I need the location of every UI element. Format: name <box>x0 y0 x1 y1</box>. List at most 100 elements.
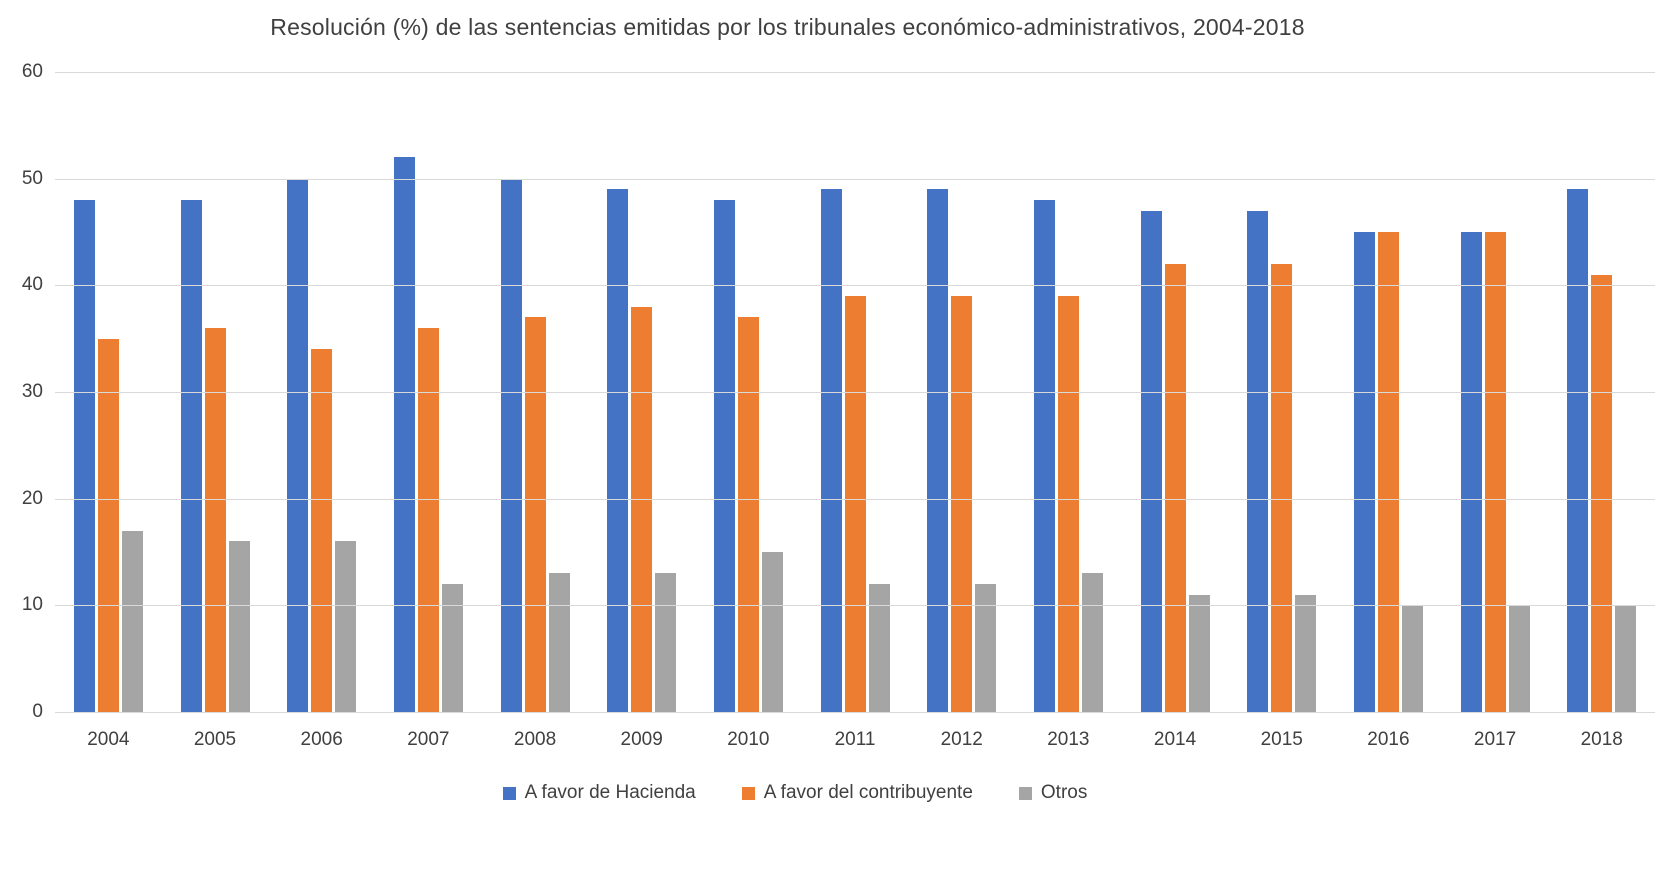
x-axis-label: 2018 <box>1580 729 1623 750</box>
legend-item: A favor de Hacienda <box>502 782 696 804</box>
x-axis-label: 2013 <box>1047 729 1090 750</box>
gridline <box>55 712 1655 713</box>
x-axis-label: 2005 <box>193 729 237 750</box>
bar-a-favor-del-contribuyente <box>1377 232 1399 712</box>
bar-group <box>1335 72 1442 712</box>
bar-group <box>1015 72 1122 712</box>
plot-area: 0 10 20 30 40 50 60 <box>22 61 1655 722</box>
bar-a-favor-de-hacienda <box>820 189 842 712</box>
legend-swatch <box>741 786 755 800</box>
bar-a-favor-del-contribuyente <box>97 338 119 712</box>
x-axis-label: 2015 <box>1260 729 1303 750</box>
y-tick-label: 50 <box>21 167 43 189</box>
bar-a-favor-del-contribuyente <box>1484 232 1506 712</box>
bar-otros <box>868 584 890 712</box>
bar-a-favor-de-hacienda <box>1353 232 1375 712</box>
gridline <box>55 178 1655 180</box>
bar-otros <box>655 573 677 712</box>
bar-group <box>695 72 802 712</box>
bar-otros <box>975 584 997 712</box>
bar-a-favor-de-hacienda <box>1247 210 1269 712</box>
bar-a-favor-de-hacienda <box>393 157 415 712</box>
bar-groups <box>55 72 1655 712</box>
bar-group <box>1442 72 1549 712</box>
bar-a-favor-del-contribuyente <box>311 349 333 712</box>
bar-a-favor-del-contribuyente <box>951 296 973 712</box>
legend: A favor de Hacienda A favor del contribuy… <box>0 782 1590 804</box>
bar-otros <box>121 530 143 712</box>
y-tick-label: 30 <box>21 381 43 402</box>
bar-group <box>55 72 162 712</box>
bar-otros <box>1508 605 1530 712</box>
bar-otros <box>548 573 570 712</box>
x-axis-label: 2011 <box>834 729 876 750</box>
x-axis-label: 2017 <box>1473 729 1517 750</box>
y-tick-label: 0 <box>32 701 43 722</box>
bar-a-favor-de-hacienda <box>927 189 949 712</box>
bar-otros <box>441 584 463 712</box>
legend-item: A favor del contribuyente <box>741 782 973 804</box>
gridline <box>55 392 1655 393</box>
y-tick-label: 20 <box>21 487 43 509</box>
bar-a-favor-de-hacienda <box>1140 210 1162 712</box>
legend-item: Otros <box>1018 782 1088 804</box>
bar-a-favor-de-hacienda <box>1460 232 1482 712</box>
bar-a-favor-de-hacienda <box>180 200 202 712</box>
x-axis-label: 2008 <box>513 729 557 750</box>
bar-a-favor-del-contribuyente <box>1057 296 1079 712</box>
bar-group <box>375 72 482 712</box>
x-axis-label: 2016 <box>1367 729 1410 750</box>
bar-a-favor-del-contribuyente <box>204 328 226 712</box>
legend-label: Otros <box>1040 782 1088 803</box>
bar-otros <box>1081 573 1103 712</box>
bar-group <box>482 72 589 712</box>
x-axis-label: 2006 <box>300 729 343 750</box>
x-axis-label: 2014 <box>1153 729 1197 750</box>
bar-otros <box>1295 594 1317 712</box>
bar-group <box>1228 72 1335 712</box>
legend-label: A favor del contribuyente <box>763 782 973 803</box>
gridline <box>55 285 1655 287</box>
gridline <box>55 498 1655 500</box>
y-tick-label: 60 <box>21 61 43 82</box>
bar-a-favor-de-hacienda <box>607 189 629 712</box>
bar-otros <box>228 541 250 712</box>
gridline <box>55 605 1655 607</box>
bar-a-favor-de-hacienda <box>500 178 522 712</box>
bar-a-favor-de-hacienda <box>1567 189 1589 712</box>
bar-a-favor-del-contribuyente <box>1271 264 1293 712</box>
bar-otros <box>1188 594 1210 712</box>
bar-a-favor-de-hacienda <box>73 200 95 712</box>
bar-a-favor-del-contribuyente <box>631 306 653 712</box>
x-axis-label: 2009 <box>620 729 663 750</box>
x-axis: 2004 2005 2006 2007 2008 2009 2010 2011 2012 2013… <box>55 729 1655 751</box>
bar-group <box>1122 72 1229 712</box>
bar-group <box>908 72 1015 712</box>
bar-group <box>1548 72 1655 712</box>
bar-otros <box>761 552 783 712</box>
chart-title: Resolución (%) de las sentencias emitida… <box>270 14 1305 40</box>
y-tick-label: 10 <box>21 594 43 616</box>
bar-a-favor-del-contribuyente <box>844 296 866 712</box>
bar-a-favor-del-contribuyente <box>737 317 759 712</box>
legend-swatch <box>1018 786 1032 800</box>
bar-group <box>268 72 375 712</box>
y-tick-label: 40 <box>21 274 43 296</box>
bar-otros <box>335 541 357 712</box>
x-axis-label: 2010 <box>727 729 770 750</box>
bar-a-favor-del-contribuyente <box>1591 274 1613 712</box>
x-axis-label: 2012 <box>940 729 983 750</box>
bar-group <box>162 72 269 712</box>
x-axis-label: 2007 <box>407 729 450 750</box>
bar-a-favor-de-hacienda <box>287 178 309 712</box>
bar-group <box>802 72 909 712</box>
bar-group <box>588 72 695 712</box>
bar-otros <box>1615 605 1637 712</box>
bar-a-favor-de-hacienda <box>713 200 735 712</box>
bar-a-favor-de-hacienda <box>1033 200 1055 712</box>
x-axis-label: 2004 <box>87 729 130 750</box>
bar-a-favor-del-contribuyente <box>524 317 546 712</box>
legend-label: A favor de Hacienda <box>524 782 696 803</box>
gridline <box>55 72 1655 73</box>
